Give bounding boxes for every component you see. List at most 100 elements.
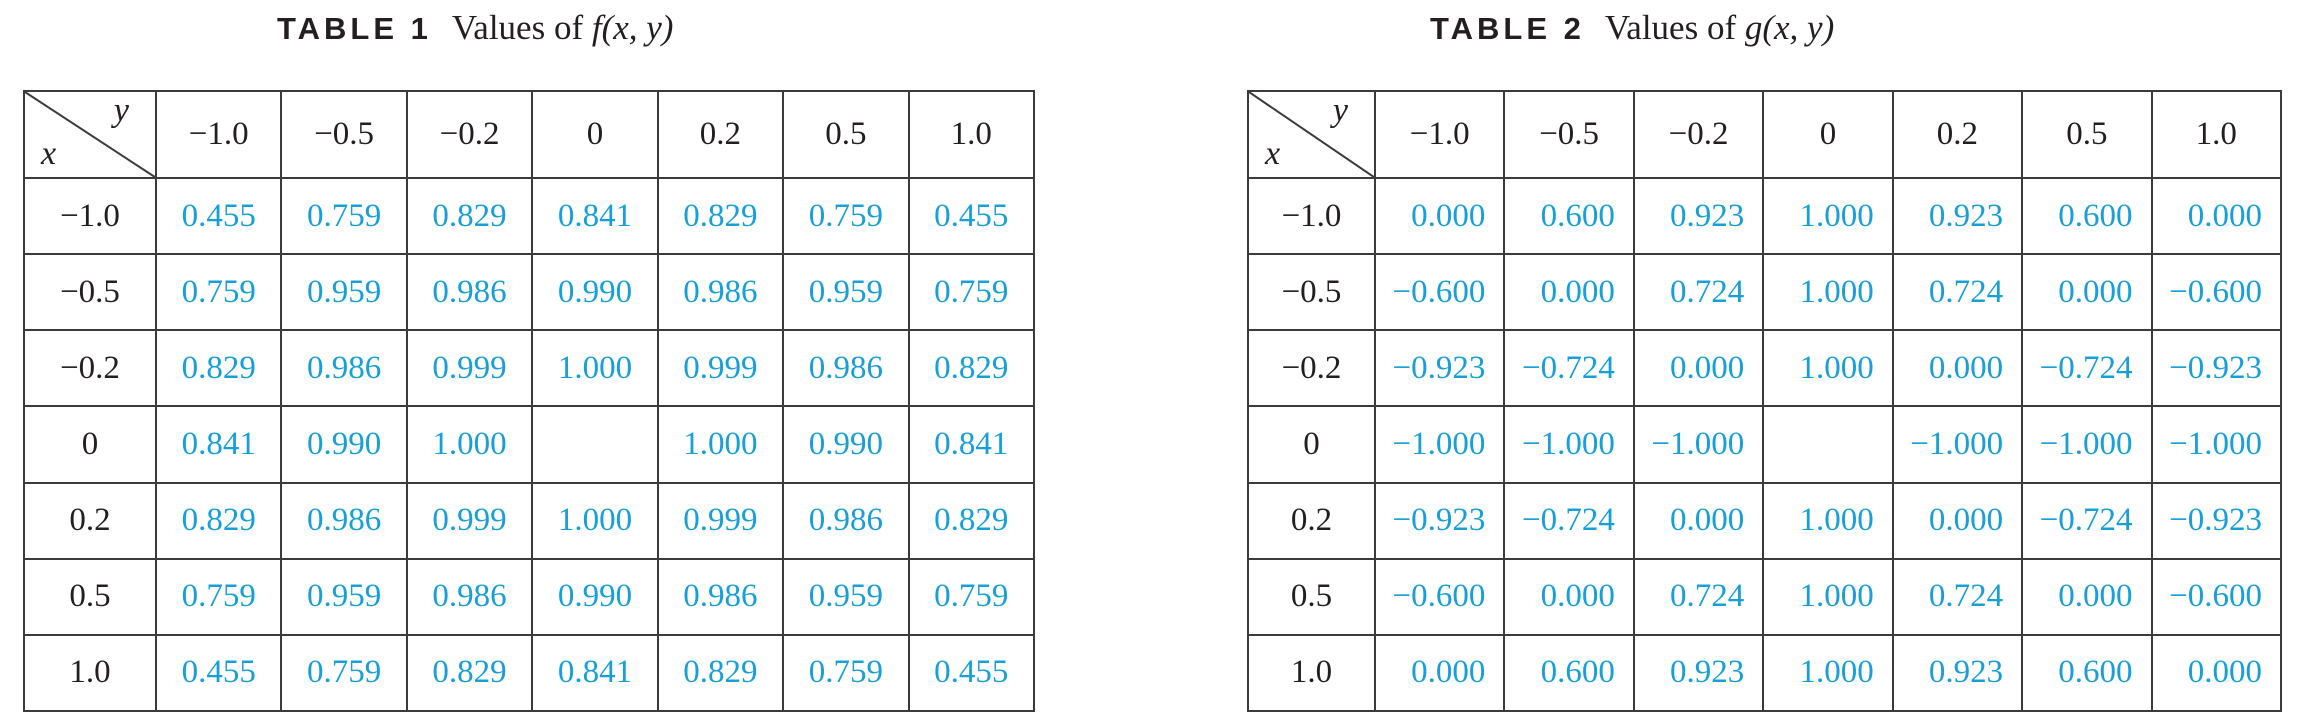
value-cell: −0.724 bbox=[2021, 329, 2153, 408]
value-cell: 1.000 bbox=[405, 405, 534, 484]
value-cell: 0.600 bbox=[1503, 177, 1635, 256]
value-cell: 0.986 bbox=[656, 253, 785, 332]
value-cell: −1.000 bbox=[2021, 405, 2153, 484]
value-cell: 0.724 bbox=[1891, 253, 2024, 332]
value-cell: 0.923 bbox=[1632, 177, 1765, 256]
value-cell: 0.000 bbox=[2150, 177, 2283, 256]
row-header: −1.0 bbox=[1247, 177, 1376, 256]
value-cell: 0.841 bbox=[154, 405, 283, 484]
header-row: y x −1.0 −0.5 −0.2 0 0.2 0.5 1.0 bbox=[1247, 89, 2283, 180]
value-cell: 0.455 bbox=[154, 633, 283, 713]
table-2-title: TABLE 2 Values of g(x, y) bbox=[1430, 8, 1834, 55]
value-cell: 0.000 bbox=[1891, 329, 2024, 408]
diagonal-divider bbox=[1249, 92, 1374, 177]
table-row: 0.5 −0.600 0.000 0.724 1.000 0.724 0.000… bbox=[1247, 557, 2283, 636]
col-header: 0.2 bbox=[656, 89, 785, 180]
value-cell: 0.829 bbox=[656, 633, 785, 713]
value-cell: 0.600 bbox=[1503, 633, 1635, 713]
value-cell: −0.923 bbox=[2150, 329, 2283, 408]
value-cell: 0.990 bbox=[782, 405, 910, 484]
value-cell: 0.724 bbox=[1891, 557, 2024, 636]
value-cell: 0.000 bbox=[1632, 329, 1765, 408]
value-cell: −1.000 bbox=[2150, 405, 2283, 484]
value-cell: 0.999 bbox=[405, 481, 534, 560]
value-cell: 0.000 bbox=[1891, 481, 2024, 560]
value-cell: 0.986 bbox=[280, 481, 408, 560]
value-cell: 0.923 bbox=[1891, 177, 2024, 256]
value-cell: 0.990 bbox=[531, 557, 659, 636]
table-1-container: y x −1.0 −0.5 −0.2 0 0.2 0.5 1.0 −1.0 0.… bbox=[23, 89, 1036, 713]
value-cell: 0.000 bbox=[1632, 481, 1765, 560]
row-header: 0.2 bbox=[23, 481, 157, 560]
value-cell: 0.724 bbox=[1632, 557, 1765, 636]
col-header: 0.2 bbox=[1891, 89, 2024, 180]
row-header: 0.2 bbox=[1247, 481, 1376, 560]
value-cell: 0.829 bbox=[907, 329, 1036, 408]
table-row: 0.5 0.759 0.959 0.986 0.990 0.986 0.959 … bbox=[23, 557, 1036, 636]
value-cell: −0.600 bbox=[2150, 557, 2283, 636]
row-header: 1.0 bbox=[1247, 633, 1376, 713]
value-cell: 0.759 bbox=[907, 253, 1036, 332]
value-cell: 0.841 bbox=[531, 633, 659, 713]
row-header: 0 bbox=[23, 405, 157, 484]
col-header: 0.5 bbox=[2021, 89, 2153, 180]
value-cell: 0.455 bbox=[907, 633, 1036, 713]
table-row: 0.2 0.829 0.986 0.999 1.000 0.999 0.986 … bbox=[23, 481, 1036, 560]
value-cell: 0.959 bbox=[280, 253, 408, 332]
value-cell: 0.600 bbox=[2021, 177, 2153, 256]
value-cell: 0.759 bbox=[280, 633, 408, 713]
value-cell: −0.724 bbox=[2021, 481, 2153, 560]
col-header: 0 bbox=[531, 89, 659, 180]
value-cell: −0.923 bbox=[2150, 481, 2283, 560]
table-row: 1.0 0.000 0.600 0.923 1.000 0.923 0.600 … bbox=[1247, 633, 2283, 713]
value-cell: 0.829 bbox=[907, 481, 1036, 560]
value-cell: 0.600 bbox=[2021, 633, 2153, 713]
value-cell: −1.000 bbox=[1373, 405, 1506, 484]
value-cell: 0.986 bbox=[782, 329, 910, 408]
value-cell: 0.455 bbox=[907, 177, 1036, 256]
table-row: −0.2 −0.923 −0.724 0.000 1.000 0.000 −0.… bbox=[1247, 329, 2283, 408]
table-2-container: y x −1.0 −0.5 −0.2 0 0.2 0.5 1.0 −1.0 0.… bbox=[1247, 89, 2283, 713]
table-row: 0.2 −0.923 −0.724 0.000 1.000 0.000 −0.7… bbox=[1247, 481, 2283, 560]
value-cell: 1.000 bbox=[1762, 177, 1894, 256]
table-1-title: TABLE 1 Values of f(x, y) bbox=[277, 8, 673, 55]
corner-cell: y x bbox=[1247, 89, 1376, 180]
table-row: −0.2 0.829 0.986 0.999 1.000 0.999 0.986… bbox=[23, 329, 1036, 408]
value-cell: 0.923 bbox=[1632, 633, 1765, 713]
value-cell: 1.000 bbox=[1762, 253, 1894, 332]
value-cell: 0.000 bbox=[1373, 633, 1506, 713]
value-cell: 0.986 bbox=[280, 329, 408, 408]
col-header: 0.5 bbox=[782, 89, 910, 180]
value-cell empty bbox=[1762, 405, 1894, 484]
value-cell: 0.000 bbox=[2150, 633, 2283, 713]
value-cell: 1.000 bbox=[1762, 329, 1894, 408]
row-header: −0.5 bbox=[23, 253, 157, 332]
value-cell: 0.829 bbox=[405, 633, 534, 713]
value-cell: 0.759 bbox=[280, 177, 408, 256]
value-cell: −0.600 bbox=[1373, 253, 1506, 332]
row-header: −0.5 bbox=[1247, 253, 1376, 332]
value-cell: 0.986 bbox=[405, 557, 534, 636]
value-cell: 0.759 bbox=[154, 253, 283, 332]
col-header: −0.5 bbox=[1503, 89, 1635, 180]
value-cell: 0.829 bbox=[154, 481, 283, 560]
col-header: −0.2 bbox=[1632, 89, 1765, 180]
value-cell: 0.986 bbox=[656, 557, 785, 636]
value-cell: 1.000 bbox=[531, 329, 659, 408]
value-cell: 0.999 bbox=[656, 329, 785, 408]
row-header: −1.0 bbox=[23, 177, 157, 256]
corner-cell: y x bbox=[23, 89, 157, 180]
value-cell: 1.000 bbox=[656, 405, 785, 484]
value-cell: −0.724 bbox=[1503, 481, 1635, 560]
g-expression: g(x, y) bbox=[1744, 8, 1835, 47]
value-cell: 0.959 bbox=[782, 557, 910, 636]
value-cell: −1.000 bbox=[1503, 405, 1635, 484]
row-header: 0.5 bbox=[23, 557, 157, 636]
x-variable-label: x bbox=[1265, 135, 1281, 173]
value-cell: 0.724 bbox=[1632, 253, 1765, 332]
row-header: 0 bbox=[1247, 405, 1376, 484]
g-values-table: y x −1.0 −0.5 −0.2 0 0.2 0.5 1.0 −1.0 0.… bbox=[1247, 89, 2283, 713]
table-2-caption: Values of bbox=[1604, 8, 1737, 47]
value-cell: 0.759 bbox=[907, 557, 1036, 636]
table-row: 1.0 0.455 0.759 0.829 0.841 0.829 0.759 … bbox=[23, 633, 1036, 713]
